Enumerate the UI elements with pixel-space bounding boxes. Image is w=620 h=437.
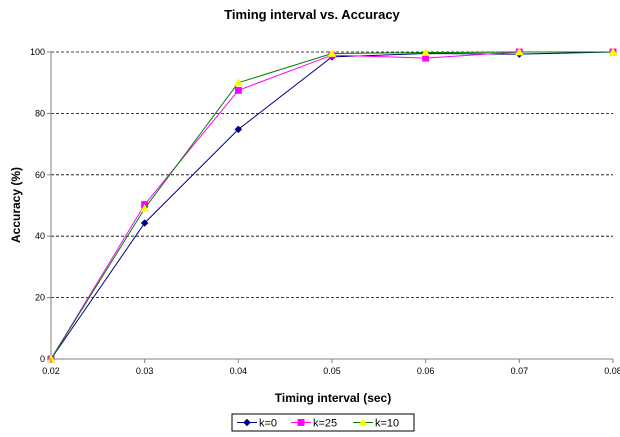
data-point [140, 204, 150, 212]
y-tick-label: 100 [30, 47, 45, 57]
ticks-layer: 0 20 40 60 80 100 0.02 0.03 0.04 0.05 0.06 0.07 0.08 [30, 47, 620, 376]
x-tick-label: 0.03 [136, 366, 154, 376]
data-point [234, 86, 242, 94]
x-tick-label: 0.08 [604, 366, 620, 376]
legend-label: k=10 [375, 418, 399, 430]
legend-item-k=25: k=25 [291, 418, 337, 430]
data-point [421, 48, 431, 56]
legend-marker [243, 418, 251, 427]
data-point [327, 49, 337, 57]
legend-marker [358, 417, 368, 426]
legend-item-k=0: k=0 [237, 418, 277, 430]
series-k=10 [46, 47, 618, 363]
legend-label: k=25 [313, 418, 337, 430]
y-tick-label: 80 [35, 108, 45, 118]
data-point [234, 125, 243, 134]
legend: k=0 k=25 k=10 [231, 413, 415, 432]
data-point [140, 219, 149, 227]
x-axis-label: Timing interval (sec) [275, 391, 391, 405]
legend-label: k=0 [259, 418, 277, 430]
x-tick-label: 0.06 [417, 366, 435, 376]
axes-layer [50, 52, 613, 360]
series-line [50, 51, 613, 360]
y-tick-label: 60 [35, 170, 45, 180]
y-tick-label: 20 [35, 293, 45, 303]
x-tick-label: 0.05 [323, 366, 341, 376]
series-k=25 [47, 48, 617, 363]
data-point [514, 47, 524, 56]
legend-item-k=10: k=10 [353, 418, 399, 430]
x-tick-label: 0.04 [230, 366, 248, 376]
series-layer [46, 47, 618, 363]
legend-box [231, 413, 415, 432]
series-line [50, 51, 613, 360]
y-tick-label: 0 [40, 354, 45, 364]
y-tick-label: 40 [35, 231, 45, 241]
data-point [233, 78, 243, 86]
y-axis-label: Accuracy (%) [9, 167, 23, 243]
x-tick-label: 0.07 [511, 366, 529, 376]
legend-marker [297, 419, 305, 426]
chart-title: Timing interval vs. Accuracy [224, 7, 400, 22]
grid-layer [51, 51, 613, 299]
x-tick-label: 0.02 [42, 366, 60, 376]
series-line [50, 51, 614, 360]
data-point [608, 47, 618, 56]
series-k=0 [47, 48, 617, 363]
data-point [422, 54, 430, 62]
